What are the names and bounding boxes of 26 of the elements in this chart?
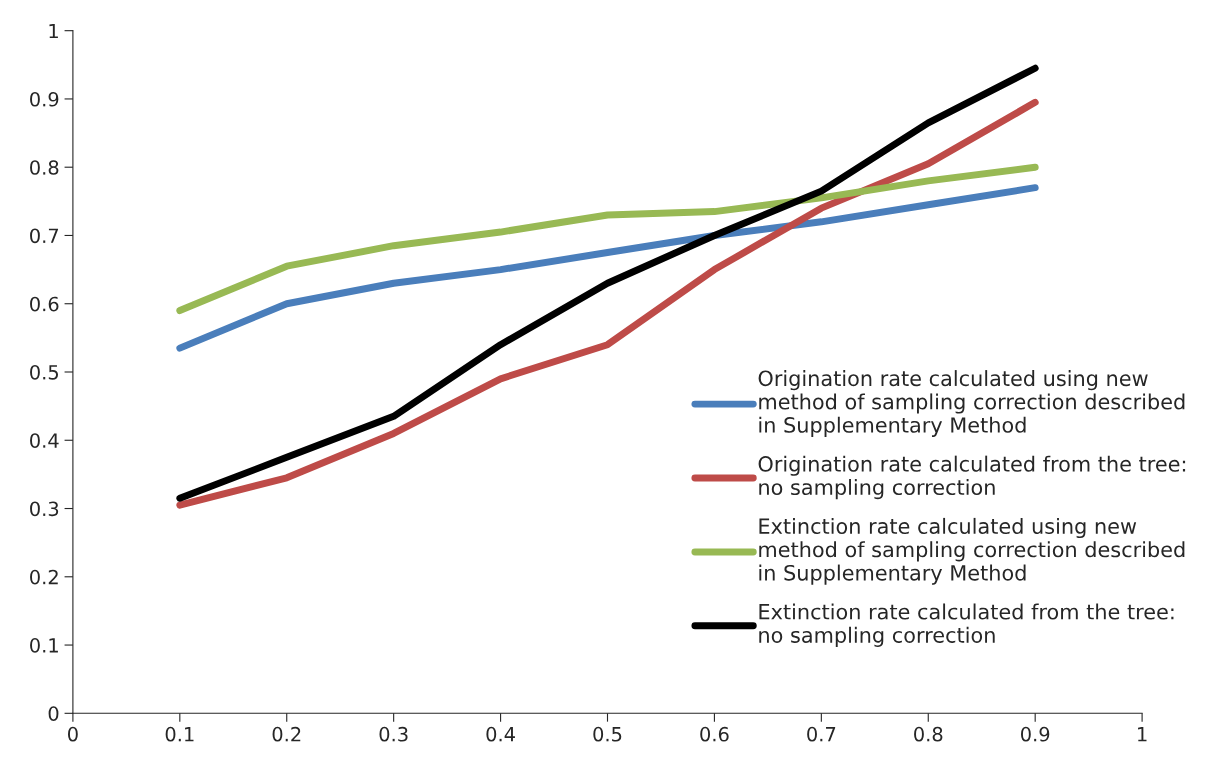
y-tick-label: 1 bbox=[49, 23, 58, 39]
legend-label: Origination rate calculated from the tree: no sampling correction bbox=[758, 455, 1186, 500]
x-tick-label: 0.1 bbox=[165, 726, 194, 742]
y-tick-label: 0.8 bbox=[30, 160, 59, 175]
x-tick-label: 0.5 bbox=[593, 726, 622, 742]
x-tick-label: 1 bbox=[1138, 727, 1147, 742]
y-tick-label: 0 bbox=[48, 706, 59, 721]
x-tick-label: 0.3 bbox=[379, 726, 408, 742]
y-tick-label: 0.5 bbox=[30, 364, 59, 380]
legend-label: Extinction rate calculated from the tree: no sampling correction bbox=[759, 603, 1174, 647]
y-tick-label: 0.7 bbox=[30, 228, 59, 244]
y-tick-label: 0.3 bbox=[30, 501, 59, 517]
x-tick-label: 0.6 bbox=[700, 726, 729, 742]
y-tick-label: 0.9 bbox=[30, 91, 59, 107]
x-tick-label: 0.2 bbox=[272, 726, 301, 742]
x-tick-label: 0.4 bbox=[486, 726, 515, 742]
y-tick-label: 0.2 bbox=[30, 569, 58, 585]
y-tick-label: 0.6 bbox=[30, 296, 59, 312]
x-tick-label: 0 bbox=[68, 726, 78, 742]
legend-label: Origination rate calculated using new method of sampling correction described in Supplementary Method bbox=[758, 370, 1185, 437]
y-tick-label: 0.4 bbox=[30, 433, 59, 448]
legend-label: Extinction rate calculated using new method of sampling correction described in Supplementary Method bbox=[759, 517, 1185, 585]
x-tick-label: 0.9 bbox=[1021, 726, 1050, 742]
y-tick-label: 0.1 bbox=[30, 638, 58, 653]
x-tick-label: 0.7 bbox=[807, 726, 836, 742]
x-tick-label: 0.8 bbox=[914, 726, 943, 742]
